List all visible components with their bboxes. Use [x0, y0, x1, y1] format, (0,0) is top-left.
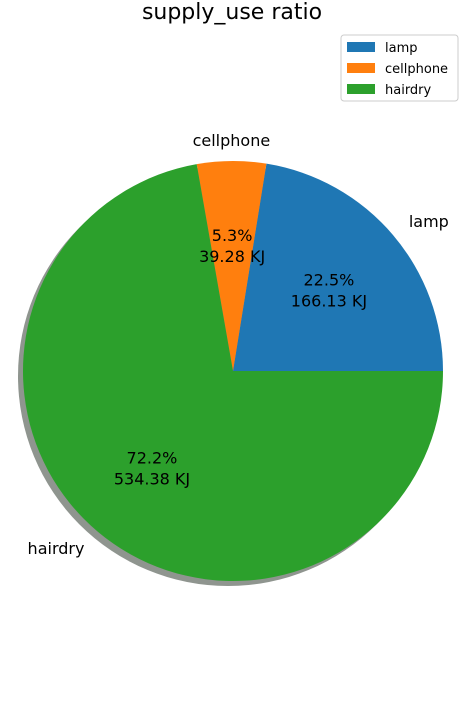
- slice-category-label: hairdry: [28, 539, 85, 558]
- legend: lamp cellphone hairdry: [340, 34, 459, 102]
- slice-category-label: cellphone: [193, 131, 271, 150]
- legend-label-cellphone: cellphone: [385, 62, 448, 77]
- legend-label-lamp: lamp: [385, 41, 418, 56]
- legend-entries: lamp cellphone hairdry: [347, 41, 448, 98]
- pie-slice-hairdry: [22, 164, 443, 581]
- pie-slice-lamp: [233, 163, 443, 371]
- slice-category-label: lamp: [409, 212, 449, 231]
- chart-title: supply_use ratio: [142, 0, 322, 25]
- pie-labels: lamp 22.5% 166.13 KJ cellphone 5.3% 39.28 KJ h…: [28, 131, 449, 558]
- legend-label-hairdry: hairdry: [385, 83, 432, 98]
- slice-value-label: 534.38 KJ: [114, 469, 190, 488]
- slice-percent-label: 5.3%: [212, 226, 253, 245]
- slice-value-label: 39.28 KJ: [199, 247, 265, 266]
- legend-swatch-hairdry: [347, 84, 375, 94]
- slice-percent-label: 22.5%: [304, 270, 355, 289]
- pie-slice-cellphone: [196, 161, 267, 371]
- slice-value-label: 166.13 KJ: [291, 291, 367, 310]
- pie-slices: [22, 161, 443, 581]
- legend-swatch-lamp: [347, 42, 375, 52]
- legend-swatch-cellphone: [347, 63, 375, 73]
- slice-percent-label: 72.2%: [127, 448, 178, 467]
